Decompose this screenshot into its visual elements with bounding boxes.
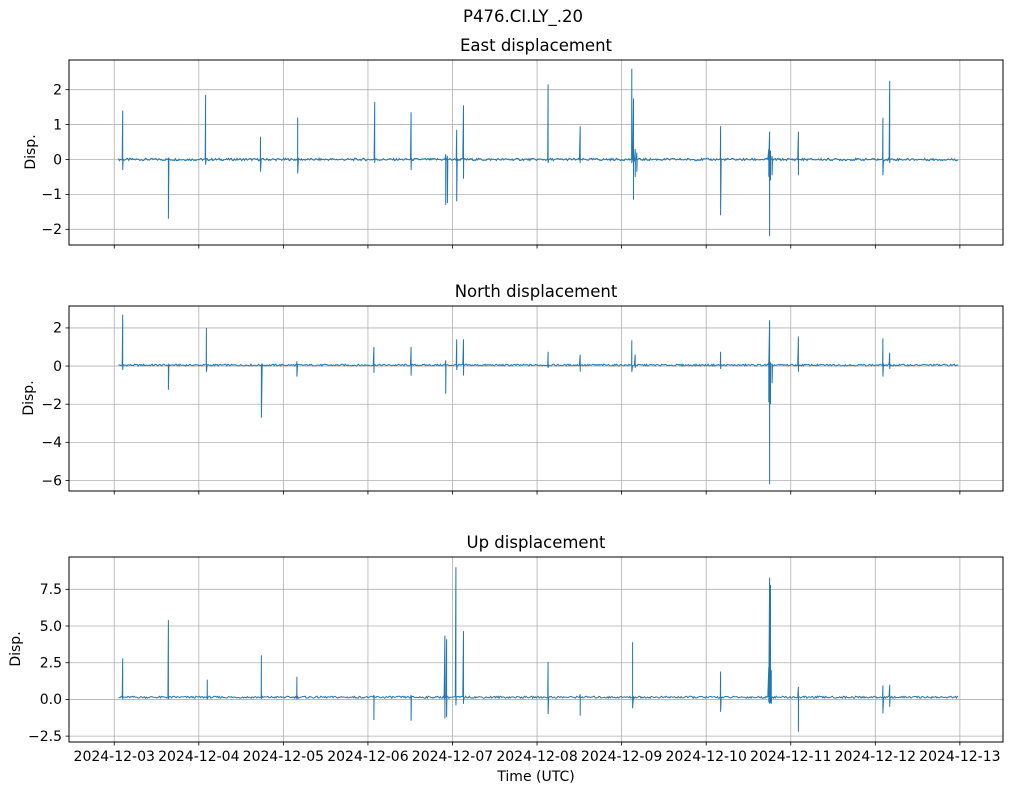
east-axes-border: [68, 59, 1004, 246]
x-tick-label: 2024-12-06: [327, 749, 408, 765]
y-tick-label: −6: [41, 473, 62, 489]
y-tick-label: 0: [53, 359, 62, 375]
y-tick-label: 2: [53, 82, 62, 98]
y-tick-label: 5.0: [40, 619, 62, 635]
north-y-axis-label: Disp.: [21, 380, 37, 416]
north-plot-area: 2 0 −2 −4 −6: [41, 305, 1004, 495]
north-axes-border: [68, 305, 1004, 492]
up-axes-border: [68, 556, 1004, 743]
x-tick-label: 2024-12-04: [158, 749, 239, 765]
x-tick-label: 2024-12-09: [581, 749, 662, 765]
east-plot-area: 2 1 0 −1 −2: [41, 59, 1004, 249]
up-series-line: [118, 567, 959, 732]
x-tick-label: 2024-12-07: [412, 749, 493, 765]
x-axis-label: Time (UTC): [497, 769, 575, 785]
east-series-line: [118, 68, 959, 237]
y-tick-label: 7.5: [40, 582, 62, 598]
y-tick-label: −2.5: [28, 729, 62, 745]
up-chart-title: Up displacement: [466, 533, 606, 552]
east-y-axis-label: Disp.: [23, 134, 39, 170]
y-tick-label: 2: [53, 321, 62, 337]
x-tick-label: 2024-12-08: [496, 749, 577, 765]
x-tick-label: 2024-12-05: [243, 749, 324, 765]
y-tick-label: −2: [41, 222, 62, 238]
y-tick-label: −4: [41, 435, 62, 451]
up-y-axis-label: Disp.: [8, 631, 24, 667]
north-chart-title: North displacement: [454, 282, 618, 301]
y-tick-label: 1: [53, 117, 62, 133]
y-tick-label: 0: [53, 152, 62, 168]
y-tick-label: 0.0: [40, 692, 62, 708]
north-series-line: [118, 314, 959, 485]
x-tick-label: 2024-12-10: [665, 749, 746, 765]
y-tick-label: −2: [41, 397, 62, 413]
x-tick-label: 2024-12-13: [919, 749, 1000, 765]
x-tick-label: 2024-12-11: [750, 749, 831, 765]
x-tick-label: 2024-12-03: [74, 749, 155, 765]
y-tick-label: 2.5: [40, 656, 62, 672]
figure-title: P476.CI.LY_.20: [463, 7, 583, 26]
east-chart-title: East displacement: [459, 36, 613, 55]
x-tick-label: 2024-12-12: [835, 749, 916, 765]
y-tick-label: −1: [41, 187, 62, 203]
